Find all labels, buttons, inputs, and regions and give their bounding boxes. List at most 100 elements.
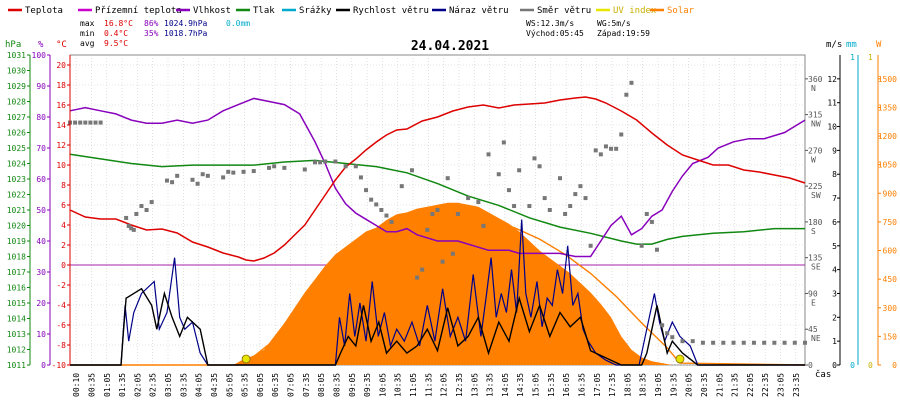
stats-press-min: 1018.7hPa xyxy=(164,29,208,38)
axis-hpa-tick-label: 1011 xyxy=(7,361,26,370)
axis-pct-tick-label: 20 xyxy=(36,299,46,308)
wind-direction-point xyxy=(639,243,644,248)
axis-dir-compass-label: E xyxy=(811,298,816,307)
wind-direction-point xyxy=(420,267,425,272)
legend-label-prizemni: Přízemní teplota xyxy=(95,6,182,16)
wind-direction-point xyxy=(88,120,93,125)
x-tick-label: 15:05 xyxy=(532,373,541,397)
wind-direction-point xyxy=(445,176,450,181)
wind-direction-point xyxy=(721,340,726,345)
wind-direction-point xyxy=(517,168,522,173)
legend-label-vlhkost: Vlhkost xyxy=(193,6,231,16)
wind-direction-point xyxy=(241,169,246,174)
axes-layer: 00:10 00:35 01:05 01:35 02:05 02:35 03:05 03:35… xyxy=(5,40,897,397)
x-tick-label: 16:35 xyxy=(577,373,586,397)
x-tick-label: 05:05 xyxy=(225,373,234,397)
wind-direction-point xyxy=(512,204,517,209)
x-tick-label: 07:05 xyxy=(287,373,296,397)
axis-w-tick-label: 450 xyxy=(883,275,898,284)
uv-marker xyxy=(241,354,251,364)
wind-direction-point xyxy=(129,226,134,231)
wind-direction-point xyxy=(501,140,506,145)
x-tick-label: 11:05 xyxy=(409,373,418,397)
wind-direction-point xyxy=(384,213,389,218)
x-tick-label: 14:05 xyxy=(501,373,510,397)
axis-temp-tick-label: -4 xyxy=(56,301,66,310)
wind-direction-point xyxy=(272,164,277,169)
x-tick-label: 13:35 xyxy=(486,373,495,397)
axis-w-tick-label: 0 xyxy=(892,361,897,370)
wind-direction-point xyxy=(353,164,358,169)
wind-direction-point xyxy=(98,120,103,125)
legend-label-rychlost: Rychlost větru xyxy=(353,6,429,16)
x-tick-label: 01:05 xyxy=(103,373,112,397)
x-tick-label: 07:35 xyxy=(302,373,311,397)
wind-direction-point xyxy=(389,219,394,224)
wind-direction-point xyxy=(313,160,317,165)
x-tick-label: 00:35 xyxy=(87,373,96,397)
wind-direction-point xyxy=(205,173,210,178)
axis-dir-tick-label: 315 xyxy=(808,111,823,120)
stats-label-avg: avg xyxy=(80,39,95,48)
wind-direction-point xyxy=(124,215,129,220)
wind-direction-point xyxy=(614,146,619,151)
wind-direction-point xyxy=(803,340,807,345)
wind-direction-point xyxy=(430,211,435,216)
wind-direction-point xyxy=(751,340,756,345)
wind-direction-point xyxy=(583,196,588,201)
wind-direction-point xyxy=(226,169,231,174)
x-tick-label: 00:10 xyxy=(72,373,81,397)
axis-hpa-tick-label: 1016 xyxy=(7,284,26,293)
axis-pct-tick-label: 40 xyxy=(36,237,46,246)
wind-direction-point xyxy=(603,144,608,149)
axis-temp-tick-label: 16 xyxy=(56,101,66,110)
axis-dir-compass-label: W xyxy=(811,155,816,164)
stats-press-max: 1024.9hPa xyxy=(164,19,208,28)
solar-area xyxy=(70,202,805,365)
axis-uv-tick-label: 0 xyxy=(868,361,873,370)
legend-label-teplota: Teplota xyxy=(25,6,63,16)
axis-w-tick-label: 750 xyxy=(883,218,898,227)
x-tick-label: 09:05 xyxy=(348,373,357,397)
axis-dir-compass-label: S xyxy=(811,227,816,236)
x-tick-label: 17:05 xyxy=(593,373,602,397)
wind-direction-point xyxy=(547,208,552,212)
wind-direction-point xyxy=(83,120,88,125)
x-tick-label: 21:05 xyxy=(715,373,724,397)
wind-direction-point xyxy=(323,159,328,164)
info-zapad: Západ:19:59 xyxy=(597,29,650,38)
wind-direction-point xyxy=(711,340,716,345)
axis-temp-tick-label: 2 xyxy=(61,241,66,250)
axis-mm-tick-label: 0 xyxy=(850,361,855,370)
axis-uv-tick-label: 1 xyxy=(868,53,873,62)
wind-direction-point xyxy=(649,219,654,224)
axis-ms-tick-label: 8 xyxy=(832,170,837,179)
axis-hpa-tick-label: 1027 xyxy=(7,113,26,122)
wind-direction-point xyxy=(149,200,154,205)
x-tick-label: 05:35 xyxy=(241,373,250,397)
wind-direction-point xyxy=(792,340,797,345)
wind-direction-point xyxy=(619,132,624,137)
wind-direction-point xyxy=(379,208,384,212)
axis-dir-tick-label: 180 xyxy=(808,218,823,227)
x-tick-label: 20:05 xyxy=(685,373,694,397)
x-tick-label: 22:35 xyxy=(761,373,770,397)
x-tick-label: 06:35 xyxy=(271,373,280,397)
stats-temp-max: 16.8°C xyxy=(104,19,133,28)
uv-marker xyxy=(675,354,685,364)
wind-direction-point xyxy=(195,181,200,186)
wind-direction-point xyxy=(435,208,440,212)
wind-direction-point xyxy=(558,176,562,181)
wind-direction-point xyxy=(318,160,323,165)
axis-hpa-tick-label: 1031 xyxy=(7,51,26,60)
axis-w-tick-label: 150 xyxy=(883,332,898,341)
axis-hpa-tick-label: 1019 xyxy=(7,237,26,246)
legend-label-solar: Solar xyxy=(667,6,695,16)
axis-dir-tick-label: 360 xyxy=(808,75,823,84)
wind-direction-point xyxy=(221,175,226,180)
axis-temp-tick-label: 8 xyxy=(61,181,66,190)
wind-direction-point xyxy=(73,120,78,125)
axis-w-tick-label: 1200 xyxy=(878,132,897,141)
x-tick-label: 11:35 xyxy=(424,373,433,397)
